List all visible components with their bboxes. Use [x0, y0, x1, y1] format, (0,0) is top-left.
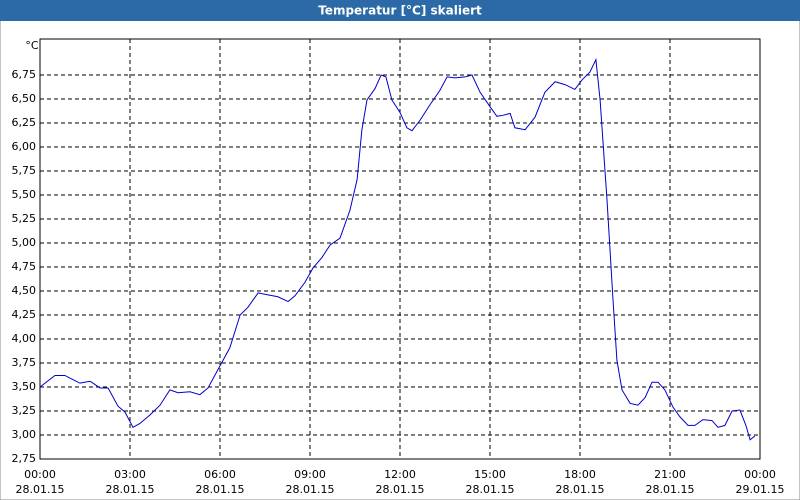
data-line	[39, 57, 756, 441]
y-tick-label: 4,00	[12, 332, 37, 345]
x-tick-date: 28.01.15	[106, 483, 155, 496]
x-tick-label: 21:00	[654, 468, 686, 481]
x-tick-label: 15:00	[474, 468, 506, 481]
y-tick-label: 5,25	[12, 212, 37, 225]
y-tick-label: 3,50	[12, 380, 37, 393]
y-tick-label: 5,50	[12, 188, 37, 201]
x-tick-label: 06:00	[204, 468, 236, 481]
y-axis-label: °C	[25, 39, 39, 52]
y-tick-label: 5,00	[12, 236, 37, 249]
x-tick-date: 28.01.15	[196, 483, 245, 496]
x-tick-date: 28.01.15	[286, 483, 335, 496]
y-tick-label: 4,75	[12, 260, 37, 273]
y-tick-label: 6,00	[12, 140, 37, 153]
y-tick-label: 3,75	[12, 356, 37, 369]
plot-frame	[39, 38, 761, 460]
x-tick-label: 03:00	[114, 468, 146, 481]
x-tick-label: 09:00	[294, 468, 326, 481]
x-tick-label: 00:00	[744, 468, 776, 481]
chart-title: Temperatur [°C] skaliert	[318, 4, 482, 18]
title-bar	[0, 0, 800, 21]
y-tick-label: 5,75	[12, 164, 37, 177]
y-tick-label: 4,25	[12, 308, 37, 321]
x-tick-date: 28.01.15	[466, 483, 515, 496]
x-tick-label: 18:00	[564, 468, 596, 481]
y-tick-label: 4,50	[12, 284, 37, 297]
y-tick-label: 3,25	[12, 404, 37, 417]
x-tick-label: 00:00	[24, 468, 56, 481]
x-tick-date: 29.01.15	[736, 483, 785, 496]
y-tick-label: 6,75	[12, 68, 37, 81]
y-tick-label: 6,50	[12, 92, 37, 105]
y-tick-label: 2,75	[12, 452, 37, 465]
y-tick-label: 6,25	[12, 116, 37, 129]
x-tick-date: 28.01.15	[646, 483, 695, 496]
y-tick-label: 3,00	[12, 428, 37, 441]
x-tick-label: 12:00	[384, 468, 416, 481]
x-tick-date: 28.01.15	[376, 483, 425, 496]
x-tick-date: 28.01.15	[16, 483, 65, 496]
x-tick-date: 28.01.15	[556, 483, 605, 496]
